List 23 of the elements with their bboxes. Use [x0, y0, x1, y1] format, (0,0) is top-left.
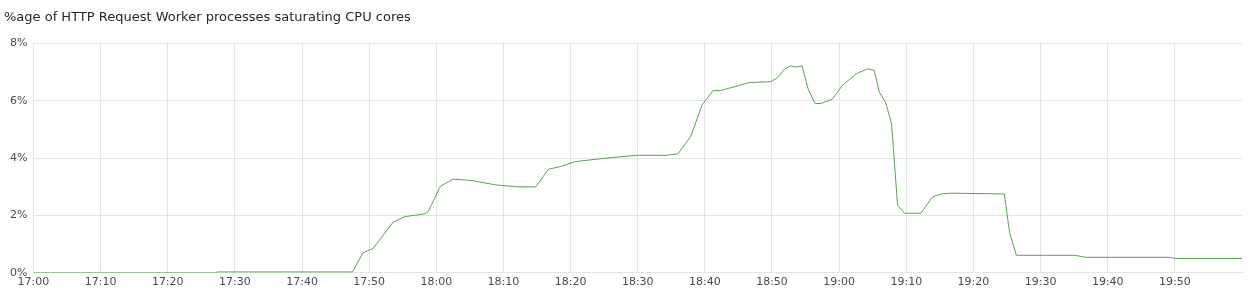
x-tick-label: 18:40	[689, 275, 721, 289]
x-tick-label: 19:30	[1024, 275, 1057, 289]
chart-title: %age of HTTP Request Worker processes saturating CPU cores	[4, 9, 411, 25]
x-tick-label: 18:00	[420, 275, 453, 289]
x-tick-label: 19:10	[890, 275, 923, 289]
y-tick-label: 8%	[10, 36, 28, 50]
x-tick-label: 18:50	[756, 275, 788, 289]
x-tick-label: 17:50	[353, 275, 385, 289]
x-tick-label: 17:30	[219, 275, 251, 289]
x-tick-label: 17:10	[84, 275, 117, 289]
x-tick-label: 18:30	[621, 275, 654, 289]
y-tick-label: 6%	[10, 93, 28, 107]
x-tick-label: 17:00	[17, 275, 50, 289]
x-tick-label: 19:20	[957, 275, 990, 289]
y-tick-label: 2%	[10, 208, 28, 222]
x-tick-label: 19:00	[823, 275, 855, 289]
y-tick-label: 4%	[10, 151, 28, 165]
x-tick-label: 19:50	[1158, 275, 1191, 289]
x-tick-label: 17:20	[151, 275, 184, 289]
x-tick-label: 19:40	[1091, 275, 1124, 289]
x-tick-label: 18:20	[554, 275, 587, 289]
x-tick-label: 18:10	[487, 275, 520, 289]
x-tick-label: 17:40	[286, 275, 318, 289]
